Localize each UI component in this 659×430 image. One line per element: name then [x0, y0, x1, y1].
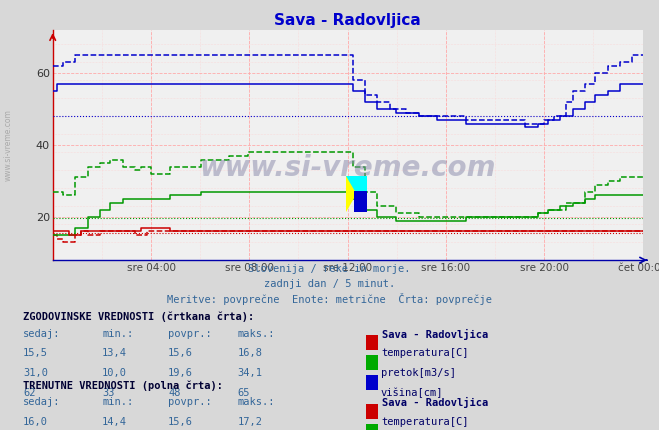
- Text: povpr.:: povpr.:: [168, 397, 212, 407]
- Text: 48: 48: [168, 388, 181, 398]
- Text: 31,0: 31,0: [23, 368, 48, 378]
- Text: Sava - Radovljica: Sava - Radovljica: [382, 397, 488, 408]
- Text: višina[cm]: višina[cm]: [381, 388, 444, 398]
- Text: www.si-vreme.com: www.si-vreme.com: [3, 109, 13, 181]
- Text: Sava - Radovljica: Sava - Radovljica: [382, 329, 488, 340]
- Text: maks.:: maks.:: [237, 397, 275, 407]
- Text: www.si-vreme.com: www.si-vreme.com: [200, 154, 496, 182]
- Polygon shape: [355, 191, 367, 212]
- Text: 65: 65: [237, 388, 250, 398]
- Text: temperatura[C]: temperatura[C]: [381, 417, 469, 427]
- Text: pretok[m3/s]: pretok[m3/s]: [381, 368, 456, 378]
- Text: 19,6: 19,6: [168, 368, 193, 378]
- Text: povpr.:: povpr.:: [168, 329, 212, 338]
- Title: Sava - Radovljica: Sava - Radovljica: [274, 12, 421, 28]
- Text: 17,2: 17,2: [237, 417, 262, 427]
- Text: Meritve: povprečne  Enote: metrične  Črta: povprečje: Meritve: povprečne Enote: metrične Črta:…: [167, 293, 492, 305]
- Text: TRENUTNE VREDNOSTI (polna črta):: TRENUTNE VREDNOSTI (polna črta):: [23, 381, 223, 391]
- Text: min.:: min.:: [102, 329, 133, 338]
- Text: maks.:: maks.:: [237, 329, 275, 338]
- Polygon shape: [346, 176, 367, 212]
- Text: 16,8: 16,8: [237, 348, 262, 358]
- Text: 13,4: 13,4: [102, 348, 127, 358]
- Polygon shape: [346, 176, 367, 212]
- Text: 15,6: 15,6: [168, 348, 193, 358]
- Text: 15,5: 15,5: [23, 348, 48, 358]
- Text: ZGODOVINSKE VREDNOSTI (črtkana črta):: ZGODOVINSKE VREDNOSTI (črtkana črta):: [23, 312, 254, 322]
- Text: zadnji dan / 5 minut.: zadnji dan / 5 minut.: [264, 279, 395, 289]
- Text: 33: 33: [102, 388, 115, 398]
- Text: 16,0: 16,0: [23, 417, 48, 427]
- Text: 34,1: 34,1: [237, 368, 262, 378]
- Text: Slovenija / reke in morje.: Slovenija / reke in morje.: [248, 264, 411, 274]
- Text: sedaj:: sedaj:: [23, 397, 61, 407]
- Text: 14,4: 14,4: [102, 417, 127, 427]
- Text: 15,6: 15,6: [168, 417, 193, 427]
- Text: min.:: min.:: [102, 397, 133, 407]
- Text: 10,0: 10,0: [102, 368, 127, 378]
- Text: 62: 62: [23, 388, 36, 398]
- Text: temperatura[C]: temperatura[C]: [381, 348, 469, 358]
- Text: sedaj:: sedaj:: [23, 329, 61, 338]
